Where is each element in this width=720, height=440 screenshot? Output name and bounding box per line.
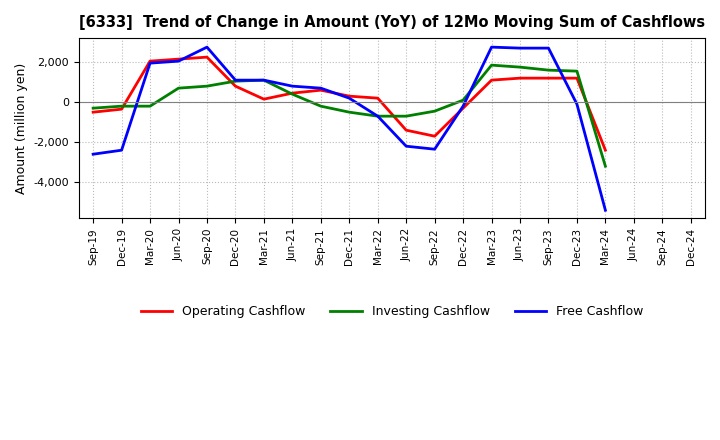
Legend: Operating Cashflow, Investing Cashflow, Free Cashflow: Operating Cashflow, Investing Cashflow, … [135,300,648,323]
Investing Cashflow [260,77,269,83]
Investing Cashflow [345,110,354,115]
Investing Cashflow [117,103,126,109]
Investing Cashflow [601,164,610,169]
Operating Cashflow [544,76,553,81]
Investing Cashflow [374,114,382,119]
Investing Cashflow [202,84,211,89]
Free Cashflow [117,147,126,153]
Operating Cashflow [89,110,97,115]
Investing Cashflow [89,106,97,111]
Operating Cashflow [516,76,524,81]
Free Cashflow [231,77,240,83]
Investing Cashflow [431,109,439,114]
Free Cashflow [431,147,439,152]
Operating Cashflow [345,94,354,99]
Free Cashflow [202,44,211,50]
Operating Cashflow [260,96,269,102]
Investing Cashflow [231,78,240,84]
Operating Cashflow [202,55,211,60]
Investing Cashflow [402,114,410,119]
Investing Cashflow [572,69,581,74]
Free Cashflow [601,208,610,213]
Operating Cashflow [231,84,240,89]
Operating Cashflow [601,147,610,153]
Free Cashflow [89,151,97,157]
Free Cashflow [487,44,496,50]
Title: [6333]  Trend of Change in Amount (YoY) of 12Mo Moving Sum of Cashflows: [6333] Trend of Change in Amount (YoY) o… [79,15,705,30]
Y-axis label: Amount (million yen): Amount (million yen) [15,62,28,194]
Operating Cashflow [402,128,410,133]
Free Cashflow [317,85,325,91]
Free Cashflow [544,45,553,51]
Free Cashflow [402,143,410,149]
Operating Cashflow [117,106,126,112]
Free Cashflow [260,77,269,83]
Operating Cashflow [431,134,439,139]
Investing Cashflow [459,98,467,103]
Operating Cashflow [174,56,183,62]
Free Cashflow [288,84,297,89]
Operating Cashflow [572,76,581,81]
Line: Investing Cashflow: Investing Cashflow [93,65,606,166]
Investing Cashflow [288,92,297,97]
Free Cashflow [145,60,154,66]
Free Cashflow [572,102,581,107]
Free Cashflow [516,45,524,51]
Investing Cashflow [174,85,183,91]
Operating Cashflow [487,77,496,83]
Operating Cashflow [288,91,297,96]
Investing Cashflow [544,67,553,73]
Free Cashflow [174,59,183,64]
Investing Cashflow [145,103,154,109]
Investing Cashflow [487,62,496,68]
Operating Cashflow [317,88,325,93]
Line: Free Cashflow: Free Cashflow [93,47,606,210]
Operating Cashflow [374,95,382,101]
Free Cashflow [345,95,354,101]
Operating Cashflow [459,106,467,111]
Free Cashflow [459,103,467,109]
Investing Cashflow [516,65,524,70]
Operating Cashflow [145,59,154,64]
Free Cashflow [374,114,382,119]
Line: Operating Cashflow: Operating Cashflow [93,57,606,150]
Investing Cashflow [317,103,325,109]
